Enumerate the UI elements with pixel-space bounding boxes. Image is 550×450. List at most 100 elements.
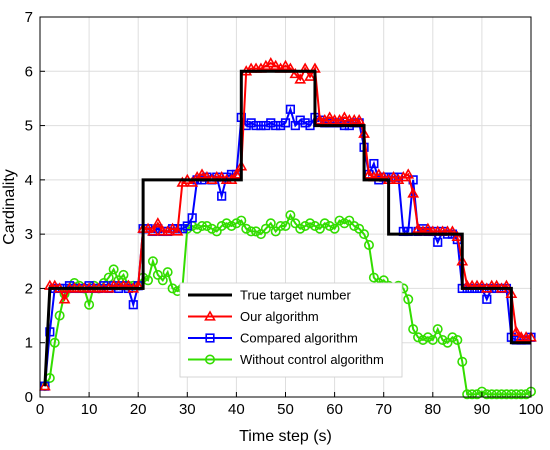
data-point [295, 115, 305, 125]
x-tick-label: 80 [424, 401, 441, 418]
x-tick-label: 70 [375, 401, 392, 418]
data-point [265, 218, 276, 229]
data-point [397, 171, 410, 182]
x-tick-label: 10 [81, 401, 98, 418]
x-tick-label: 60 [326, 401, 343, 418]
data-point [408, 324, 419, 335]
data-point [338, 111, 351, 122]
data-point [84, 299, 95, 310]
data-point [269, 59, 282, 71]
legend-entry-without-control-algorithm: Without control algorithm [188, 352, 384, 367]
data-point [187, 213, 197, 223]
data-point [309, 221, 320, 232]
data-point [354, 223, 365, 234]
data-point [147, 256, 158, 267]
data-point [305, 218, 316, 229]
data-point [402, 168, 415, 179]
data-point [506, 389, 517, 400]
data-point [264, 57, 277, 68]
data-point [521, 389, 532, 400]
data-point [171, 225, 184, 236]
data-point [58, 293, 71, 304]
data-point [323, 111, 336, 122]
data-point [300, 221, 311, 232]
data-point [217, 191, 227, 201]
data-point [294, 73, 307, 84]
series-group [39, 57, 537, 400]
data-point [275, 221, 286, 232]
data-point [511, 389, 522, 400]
x-tick-label: 30 [179, 401, 196, 418]
data-point [368, 272, 379, 283]
data-point [289, 67, 302, 79]
y-tick-label: 3 [25, 226, 33, 243]
data-point [266, 118, 276, 128]
data-point [392, 173, 405, 185]
data-point [221, 218, 232, 229]
data-point [260, 223, 271, 234]
data-point [118, 269, 129, 280]
data-point [482, 294, 492, 304]
data-point [496, 389, 507, 400]
data-point [211, 226, 222, 237]
data-point [471, 389, 482, 400]
data-point [407, 187, 420, 198]
x-tick-label: 40 [228, 401, 245, 418]
data-point [279, 59, 292, 71]
series-true-target-number [43, 69, 531, 387]
data-point [451, 230, 464, 242]
data-point [197, 221, 208, 232]
series-line [43, 69, 531, 387]
y-tick-label: 4 [25, 172, 33, 189]
data-point [422, 222, 434, 233]
data-point [285, 210, 296, 221]
data-point [387, 171, 400, 182]
y-axis-label: Cardinality [1, 169, 18, 245]
data-point [349, 221, 360, 232]
data-point [300, 118, 310, 128]
data-point [304, 70, 316, 81]
data-point [333, 114, 346, 125]
data-point [246, 118, 256, 128]
data-point [363, 240, 374, 251]
x-tick-label: 20 [130, 401, 147, 418]
y-tick-label: 2 [25, 280, 33, 297]
data-point [462, 389, 473, 400]
data-point [280, 221, 291, 232]
y-tick-label: 6 [25, 63, 33, 80]
legend-label: True target number [240, 288, 351, 303]
data-point [295, 223, 306, 234]
data-point [447, 332, 458, 343]
data-point [432, 324, 443, 335]
data-point [231, 218, 242, 229]
data-point [166, 222, 179, 233]
legend-marker [205, 354, 216, 365]
legend-entry-true-target-number: True target number [188, 288, 351, 303]
data-point [372, 168, 385, 179]
data-point [49, 337, 60, 348]
data-point [261, 120, 271, 131]
data-point [246, 226, 257, 237]
legend-marker [205, 333, 215, 343]
data-point [152, 269, 163, 280]
data-point [151, 217, 164, 228]
data-point [251, 226, 262, 237]
data-point [103, 272, 114, 283]
data-point [427, 334, 438, 345]
x-tick-label: 50 [277, 401, 294, 418]
data-point [324, 221, 335, 232]
data-point [314, 223, 325, 234]
data-point [433, 237, 443, 247]
data-point [176, 176, 189, 187]
legend-label: Without control algorithm [240, 352, 384, 367]
data-point [363, 168, 375, 179]
data-point [280, 118, 291, 128]
x-tick-label: 0 [36, 401, 44, 418]
data-point [290, 218, 301, 229]
data-point [452, 334, 463, 345]
legend-entry-compared-algorithm: Compared algorithm [188, 331, 358, 346]
data-point [230, 168, 243, 179]
data-point [196, 168, 208, 179]
data-point [236, 215, 247, 226]
legend-marker [204, 310, 216, 321]
